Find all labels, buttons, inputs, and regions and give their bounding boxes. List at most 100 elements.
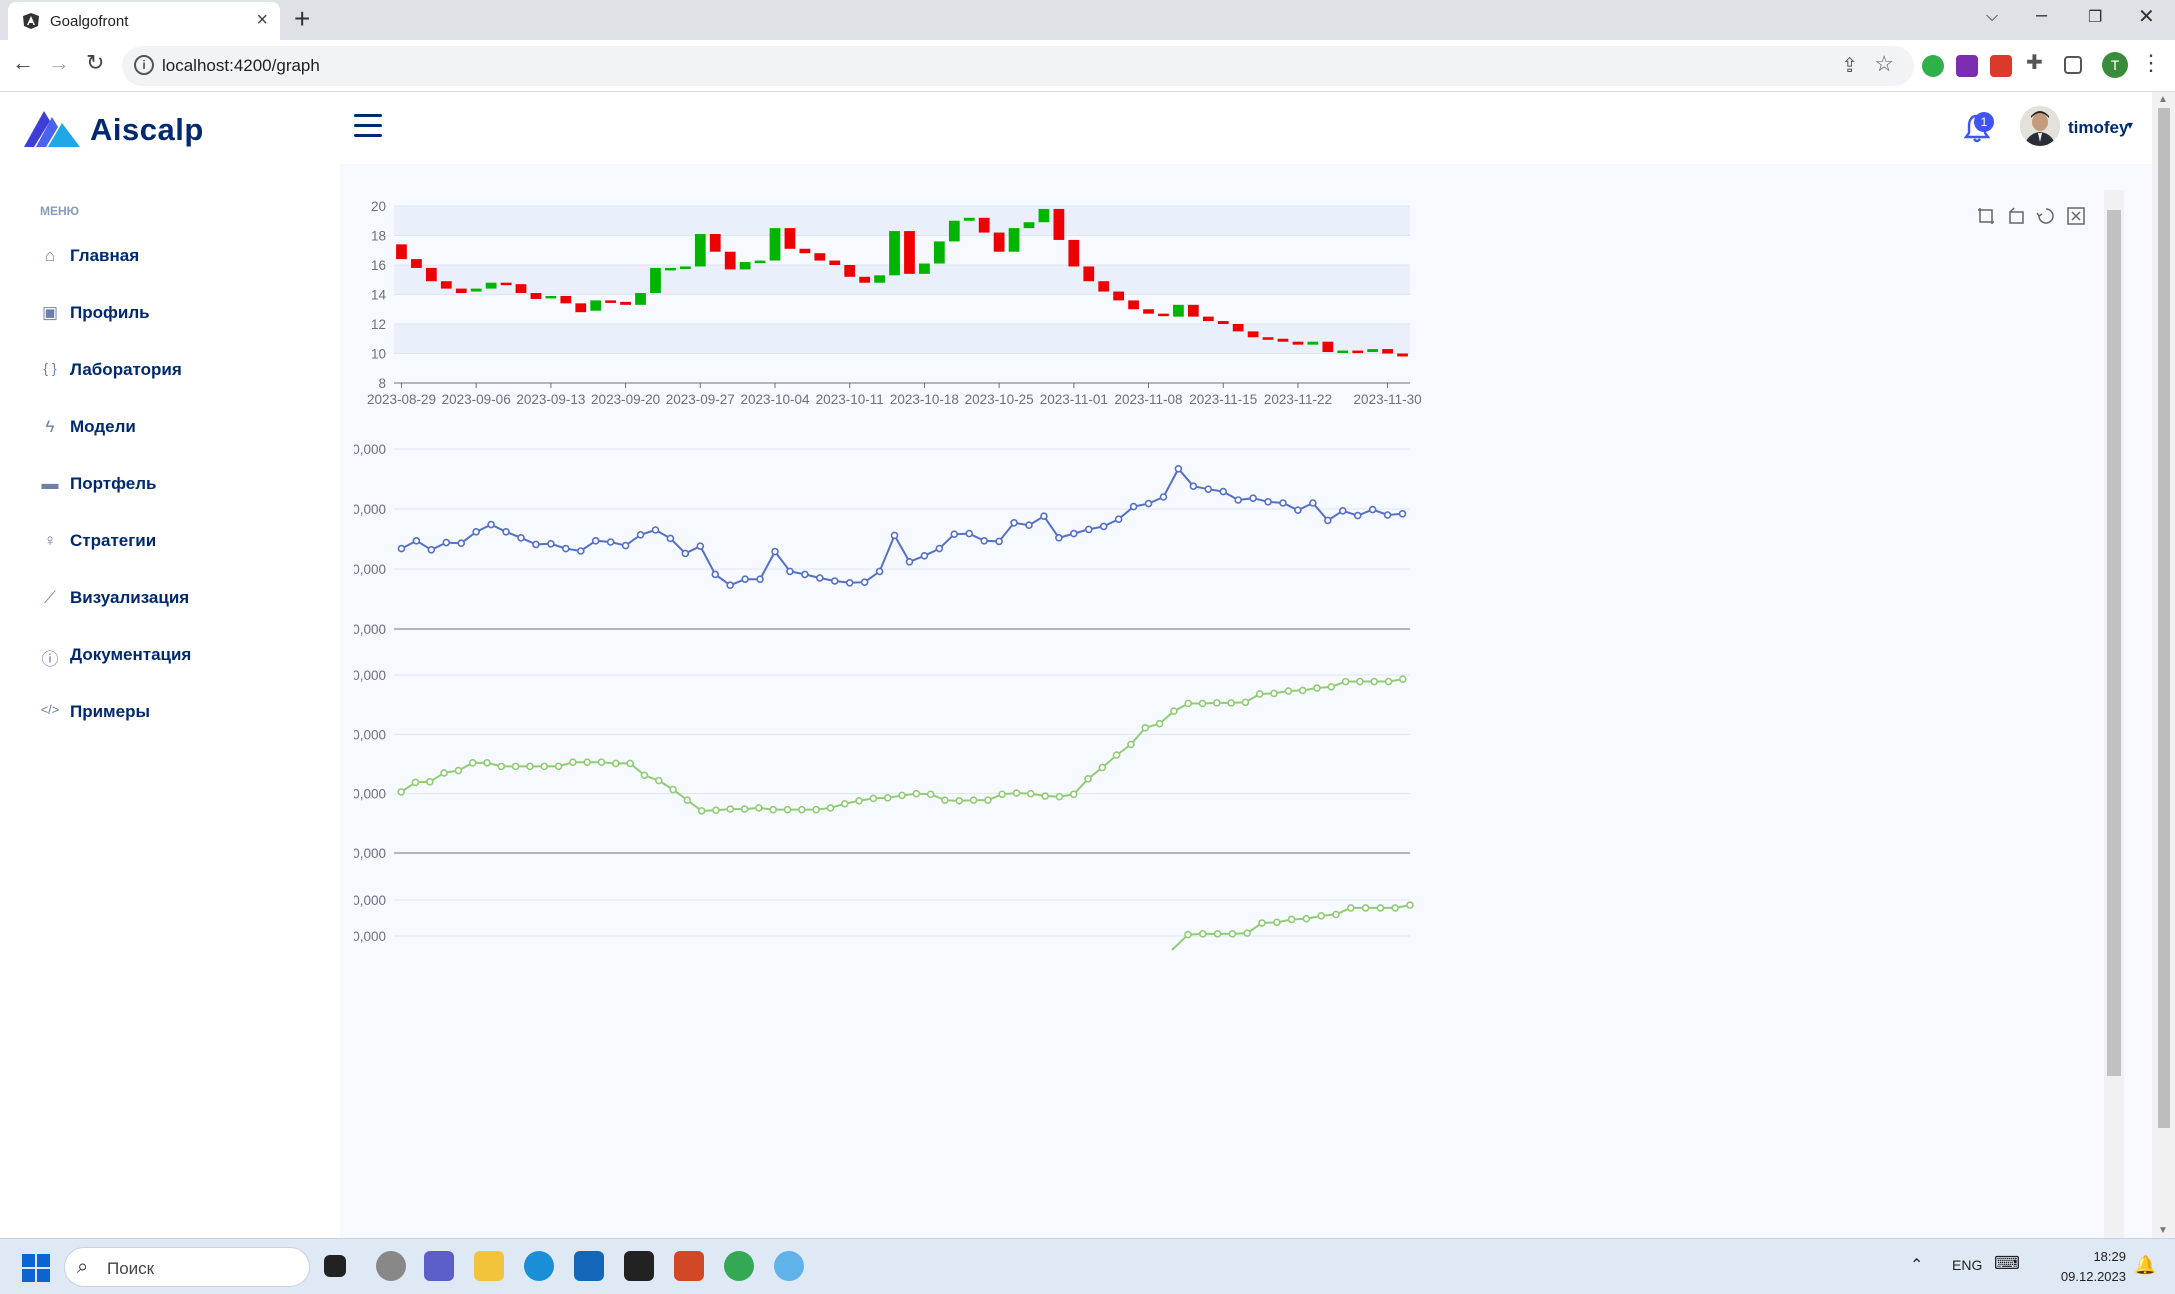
data-point bbox=[1287, 915, 1296, 924]
sidebar-item-label: Модели bbox=[70, 417, 136, 436]
sidebar-item-label: Визуализация bbox=[70, 588, 190, 607]
data-point bbox=[801, 570, 809, 579]
data-point bbox=[926, 790, 935, 799]
x-axis-tick-label: 2023-11-08 bbox=[1114, 392, 1182, 407]
sidebar-item-home[interactable]: ⌂ Главная bbox=[40, 236, 330, 276]
url-text[interactable]: localhost:4200/graph bbox=[162, 56, 320, 75]
sidebar-item-models[interactable]: ϟ Модели bbox=[40, 407, 330, 447]
data-point bbox=[569, 758, 577, 767]
chart-scrollbar[interactable] bbox=[2104, 190, 2124, 1238]
y-axis-tick-label: 14 bbox=[371, 288, 387, 303]
logo-icon[interactable] bbox=[22, 103, 82, 149]
profile-avatar[interactable]: T bbox=[2102, 52, 2128, 78]
widgets-icon[interactable] bbox=[376, 1251, 406, 1281]
candle bbox=[1232, 324, 1244, 332]
network-volume-icon[interactable]: ⌨ bbox=[1994, 1253, 2020, 1273]
data-point bbox=[1370, 677, 1379, 686]
data-point bbox=[1255, 690, 1264, 698]
teams-icon[interactable] bbox=[424, 1251, 454, 1281]
start-button[interactable] bbox=[22, 1254, 50, 1282]
zoom-select-icon[interactable] bbox=[1976, 206, 1996, 226]
toggle-sidebar-button[interactable] bbox=[354, 114, 382, 138]
data-point bbox=[741, 575, 749, 584]
sidebar-item-profile[interactable]: ▣ Профиль bbox=[40, 293, 330, 333]
data-point bbox=[502, 527, 510, 536]
data-point bbox=[1055, 533, 1063, 542]
chrome-icon[interactable] bbox=[724, 1251, 754, 1281]
minimize-button[interactable]: – bbox=[2036, 4, 2048, 26]
tray-overflow-icon[interactable]: ⌃ bbox=[1910, 1257, 1924, 1274]
close-window-button[interactable]: ✕ bbox=[2138, 6, 2155, 28]
data-point bbox=[1391, 904, 1399, 912]
user-dropdown-caret-icon[interactable]: ▾ bbox=[2127, 118, 2134, 132]
sidebar-item-visualization[interactable]: ⟋ Визуализация bbox=[40, 578, 330, 618]
new-tab-button[interactable]: + bbox=[294, 3, 311, 34]
clock[interactable]: 18:29 09.12.2023 bbox=[2054, 1247, 2126, 1287]
x-axis-tick-label: 2023-09-13 bbox=[516, 392, 585, 407]
scrollbar-thumb[interactable] bbox=[2107, 210, 2121, 1076]
candle bbox=[545, 295, 557, 299]
extensions-puzzle-icon[interactable]: ✚ bbox=[2026, 52, 2043, 74]
sidebar-item-laboratory[interactable]: { } Лаборатория bbox=[40, 350, 330, 390]
notification-badge: 1 bbox=[1974, 112, 1994, 132]
powerpoint-icon[interactable] bbox=[674, 1251, 704, 1281]
onenote-extension-icon[interactable] bbox=[1956, 55, 1978, 77]
candle bbox=[904, 231, 915, 274]
data-point bbox=[1264, 497, 1272, 506]
todoist-extension-icon[interactable] bbox=[1990, 55, 2012, 77]
save-image-icon[interactable] bbox=[2066, 206, 2086, 226]
windows-taskbar: ⌕ Поиск ⌃ ENG ⌨ 18:29 09.12.2023 🔔 bbox=[0, 1238, 2175, 1294]
terminal-icon[interactable] bbox=[624, 1251, 654, 1281]
candle bbox=[650, 267, 661, 294]
candle bbox=[1008, 228, 1020, 252]
data-point bbox=[1228, 930, 1237, 938]
zoom-reset-icon[interactable] bbox=[2006, 206, 2026, 226]
sidepanel-icon[interactable] bbox=[2064, 56, 2082, 74]
site-info-icon[interactable]: i bbox=[134, 55, 154, 75]
taskbar-search[interactable]: ⌕ Поиск bbox=[64, 1247, 310, 1287]
sidebar-item-portfolio[interactable]: ▬ Портфель bbox=[40, 464, 330, 504]
data-point bbox=[696, 542, 705, 551]
sidebar-item-strategies[interactable]: ♀ Стратегии bbox=[40, 521, 330, 561]
evernote-extension-icon[interactable] bbox=[1922, 55, 1944, 77]
edge-icon[interactable] bbox=[524, 1251, 554, 1281]
candle bbox=[1322, 341, 1334, 353]
restore-button[interactable]: ❐ bbox=[2088, 9, 2103, 26]
username[interactable]: timofey bbox=[2068, 118, 2129, 137]
data-point bbox=[654, 776, 663, 785]
task-view-icon[interactable] bbox=[324, 1255, 346, 1277]
candle bbox=[679, 266, 691, 269]
x-axis-tick-label: 2023-11-22 bbox=[1264, 392, 1332, 407]
tab-close-icon[interactable]: × bbox=[256, 9, 268, 31]
data-point bbox=[666, 534, 675, 543]
y-axis-tick-label: 40,000,000 bbox=[354, 668, 386, 683]
network-app-icon[interactable] bbox=[774, 1251, 804, 1281]
page-scrollbar[interactable]: ▲ ▼ bbox=[2152, 92, 2175, 1238]
tab-search-icon[interactable]: ⌵ bbox=[1986, 8, 1999, 25]
restore-icon[interactable] bbox=[2036, 206, 2056, 226]
sidebar-item-documentation[interactable]: ⓘ Документация bbox=[40, 635, 330, 675]
forward-button[interactable]: → bbox=[48, 50, 70, 75]
app-header: Aiscalp 1 timofey ▾ bbox=[0, 92, 2152, 164]
scrollbar-thumb[interactable] bbox=[2158, 108, 2170, 1128]
share-icon[interactable]: ⇪ bbox=[1841, 55, 1858, 77]
address-bar[interactable]: i localhost:4200/graph ⇪ ☆ bbox=[122, 46, 1914, 86]
store-icon[interactable] bbox=[574, 1251, 604, 1281]
back-button[interactable]: ← bbox=[12, 50, 34, 75]
candle bbox=[978, 217, 990, 233]
browser-menu-icon[interactable]: ⋮ bbox=[2140, 50, 2162, 75]
scroll-up-icon[interactable]: ▲ bbox=[2158, 94, 2168, 105]
logo-text[interactable]: Aiscalp bbox=[90, 112, 204, 147]
reload-button[interactable]: ↻ bbox=[86, 50, 105, 75]
file-explorer-icon[interactable] bbox=[474, 1251, 504, 1281]
language-indicator[interactable]: ENG bbox=[1952, 1257, 1983, 1273]
data-point bbox=[984, 796, 992, 804]
user-avatar[interactable] bbox=[2020, 106, 2060, 146]
sidebar-item-label: Лаборатория bbox=[70, 360, 182, 379]
scroll-down-icon[interactable]: ▼ bbox=[2158, 1225, 2168, 1236]
sidebar-item-examples[interactable]: </> Примеры bbox=[40, 692, 330, 732]
bookmark-star-icon[interactable]: ☆ bbox=[1874, 51, 1894, 76]
notifications-icon[interactable]: 🔔 bbox=[2134, 1255, 2157, 1275]
browser-tab[interactable]: Goalgofront × bbox=[8, 2, 280, 40]
